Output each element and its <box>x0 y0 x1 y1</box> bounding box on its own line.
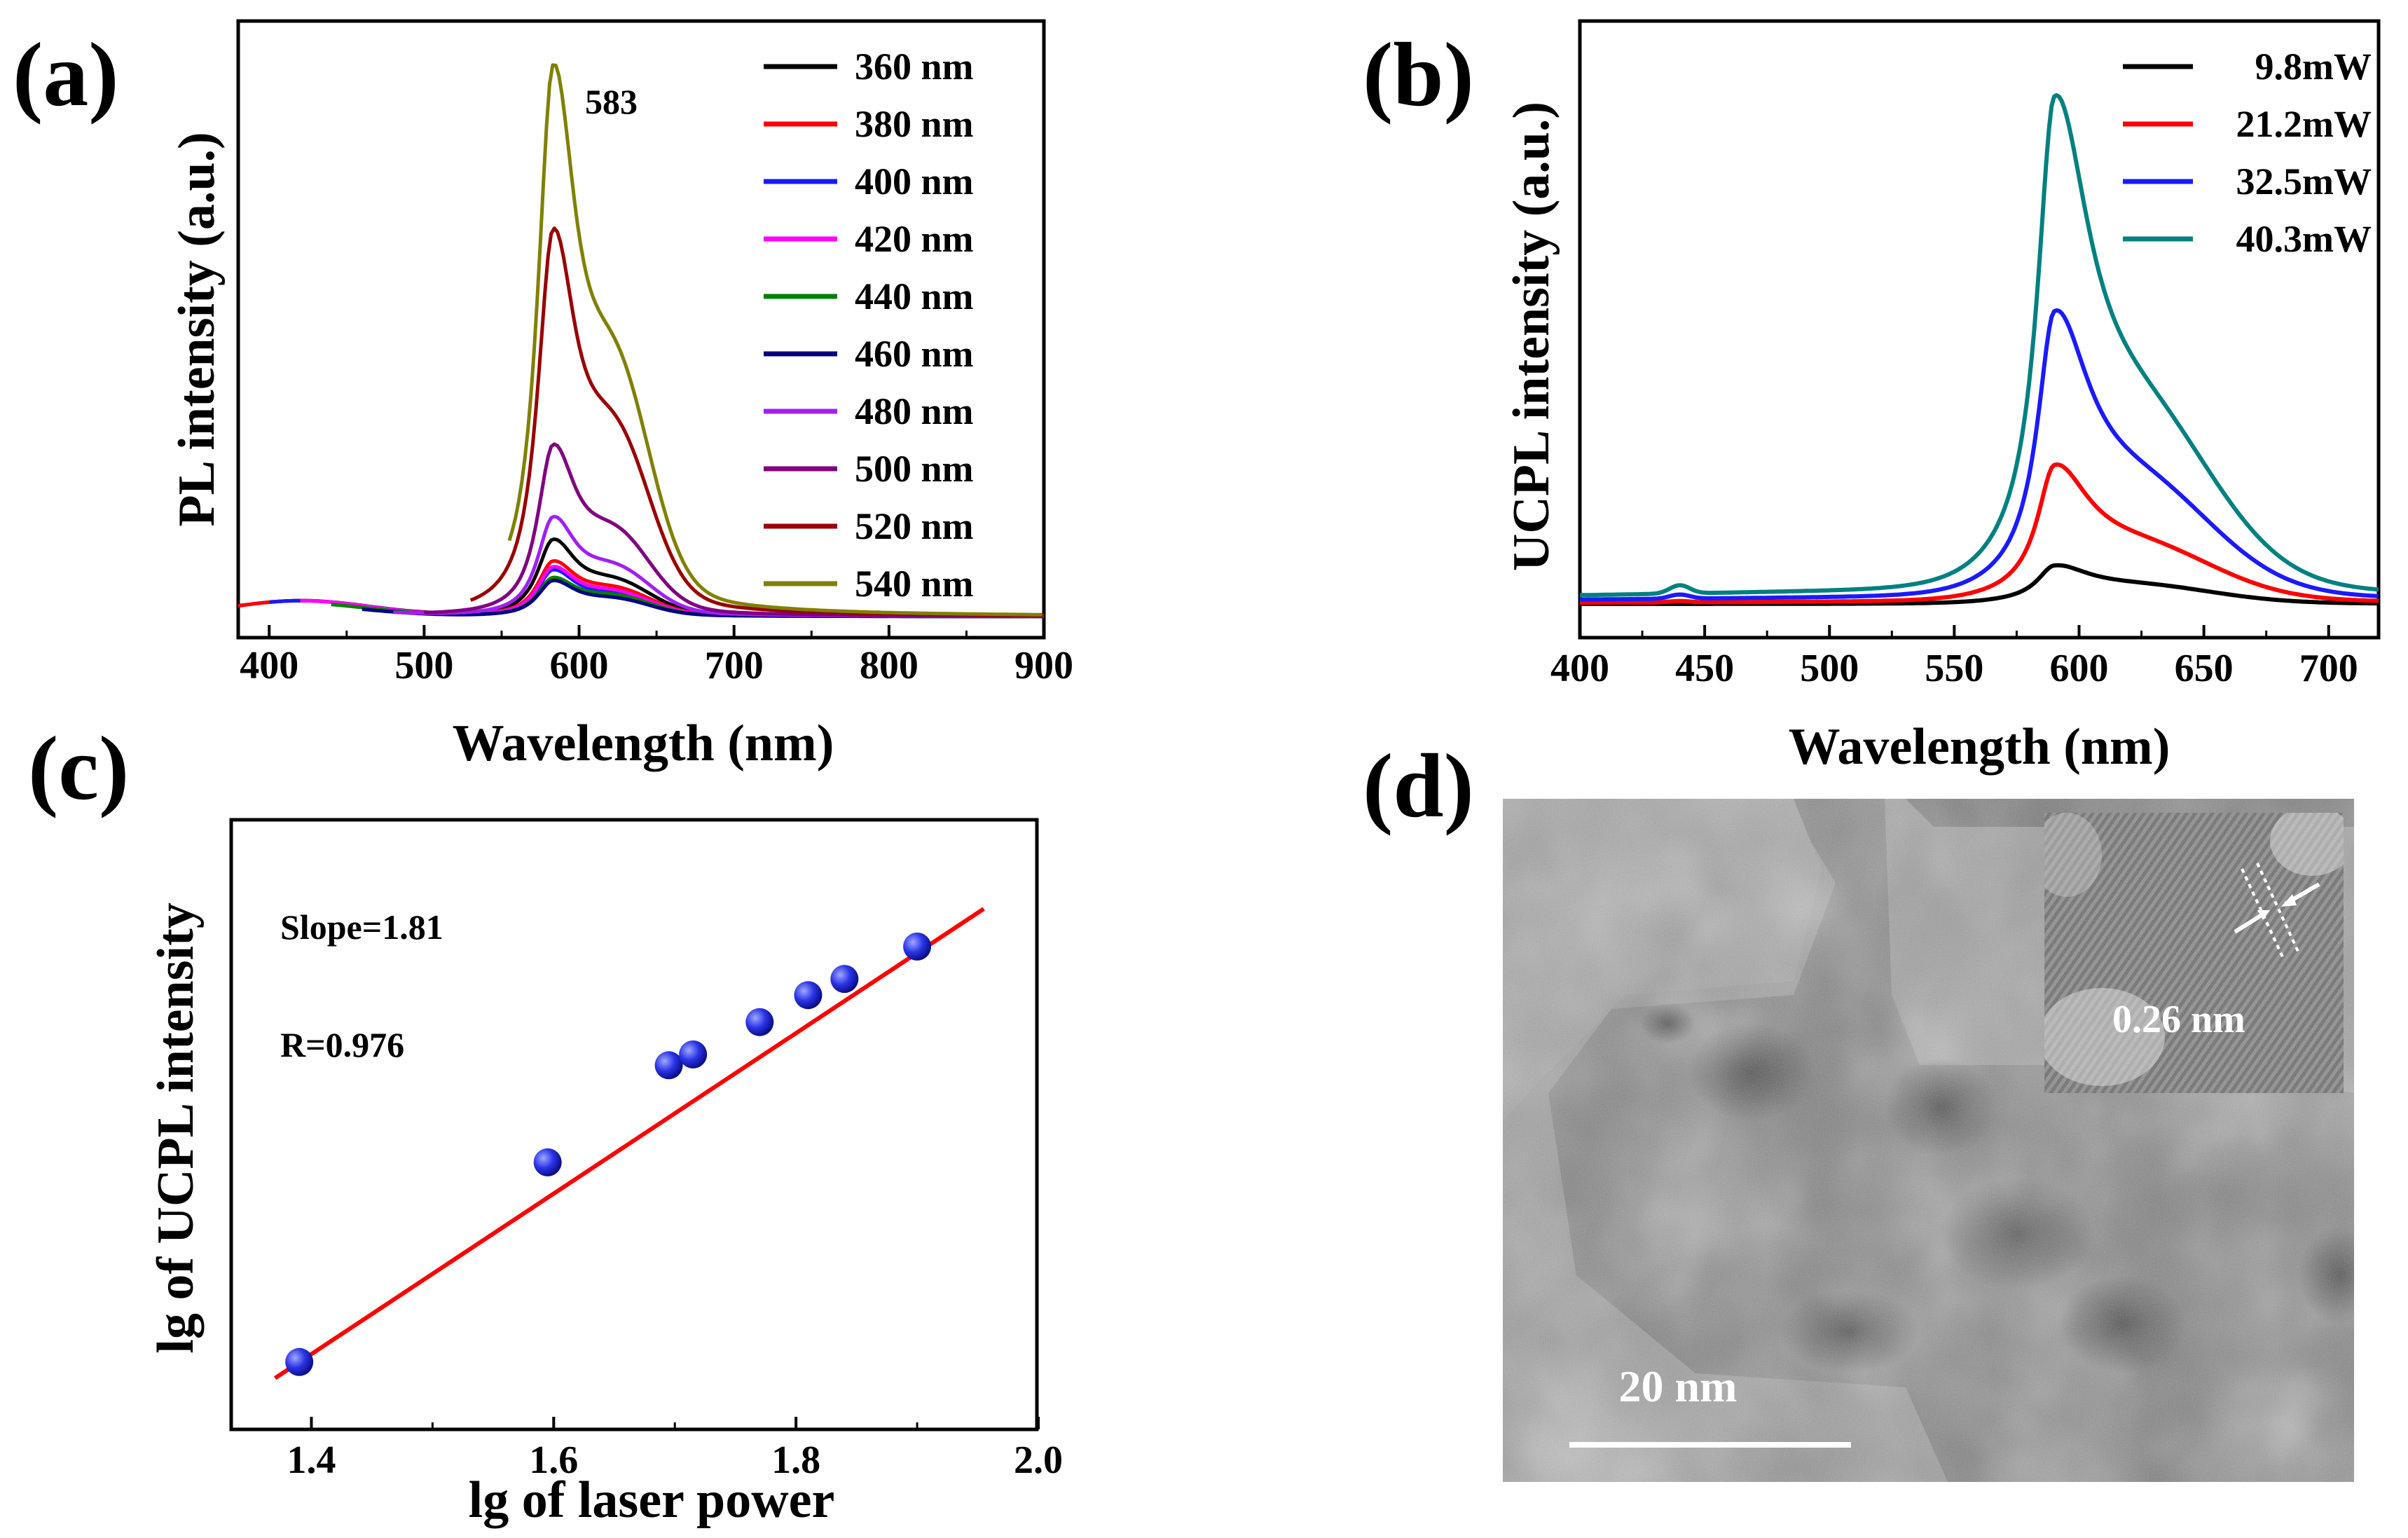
panel-a-xtick-label: 900 <box>1014 644 1073 687</box>
panel-b-xtick-label: 550 <box>1925 647 1983 690</box>
panel-d-letter: (d) <box>1363 736 1474 837</box>
panel-a-xtick-label: 800 <box>860 644 919 687</box>
panel-b-legend-label: 40.3mW <box>2236 218 2372 260</box>
panel-a-xtick-label: 700 <box>705 644 764 687</box>
panel-c-r-label: R=0.976 <box>280 1025 404 1064</box>
panel-a-legend-label: 540 nm <box>855 563 974 605</box>
panel-a-legend-label: 520 nm <box>855 505 974 547</box>
panel-a-peak-label: 583 <box>585 82 638 121</box>
panel-b-series-line <box>1580 462 2379 605</box>
panel-c-fit-line <box>273 907 985 1380</box>
panel-c-letter: (c) <box>28 718 129 819</box>
panel-c-ylabel: lg of UCPL intensity <box>147 902 205 1353</box>
panel-c-data-point <box>903 932 932 961</box>
panel-a-legend-label: 400 nm <box>855 160 974 202</box>
panel-a-legend-label: 460 nm <box>855 333 974 375</box>
panel-b-xtick-label: 400 <box>1550 647 1609 690</box>
panel-a-series-line <box>507 63 1043 617</box>
panel-c-frame <box>229 818 1039 1431</box>
panel-b-letter: (b) <box>1363 25 1474 125</box>
panel-c-data-point <box>745 1008 774 1036</box>
panel-a-legend-label: 360 nm <box>855 46 974 88</box>
panel-c-xtick-label: 1.4 <box>287 1439 336 1482</box>
panel-c-data-point <box>794 981 823 1010</box>
panel-b-xtick-label: 600 <box>2050 647 2109 690</box>
panel-c-slope-label: Slope=1.81 <box>280 907 443 947</box>
panel-b-ylabel: UCPL intensity (a.u.) <box>1503 102 1560 571</box>
panel-c-xtick-label: 1.8 <box>771 1439 820 1482</box>
panel-c-data-point <box>533 1148 562 1176</box>
panel-b: (b) 400 450 500 550 600 650 700 9.8mW 21.2mW 32.5… <box>1363 19 2381 776</box>
panel-a-xtick-label: 400 <box>240 644 298 687</box>
panel-c-xtick-label: 2.0 <box>1014 1439 1063 1482</box>
panel-b-xtick-label: 500 <box>1800 647 1859 690</box>
panel-c-plot-area: 1.4 1.6 1.8 2.0 <box>229 818 1063 1482</box>
panel-c-xtick-label: 1.6 <box>529 1439 578 1482</box>
panel-c-data-point <box>830 965 859 994</box>
panel-b-frame <box>1578 19 2381 640</box>
panel-b-xlabel: Wavelength (nm) <box>1789 718 2170 776</box>
inset-spacing-label: 0.26 nm <box>2112 998 2245 1041</box>
scale-bar-label: 20 nm <box>1619 1361 1738 1411</box>
panel-a-xtick-label: 600 <box>550 644 609 687</box>
hrtem-inset: 0.26 nm <box>2044 813 2344 1093</box>
panel-a-legend-label: 420 nm <box>855 218 974 260</box>
panel-b-xtick-label: 650 <box>2175 647 2234 690</box>
panel-b-series-line <box>1580 92 2379 598</box>
panel-a-letter: (a) <box>13 25 119 125</box>
panel-a-ylabel: PL intensity (a.u.) <box>168 132 226 526</box>
panel-b-xtick-label: 700 <box>2299 647 2358 690</box>
panel-a-xtick-label: 500 <box>394 644 453 687</box>
scale-bar <box>1569 1442 1851 1448</box>
panel-c-xlabel: lg of laser power <box>469 1471 835 1529</box>
panel-c: (c) 1.4 1.6 1.8 2.0 lg of laser power lg of… <box>28 718 1063 1529</box>
panel-b-legend-label: 9.8mW <box>2255 46 2372 88</box>
tem-micrograph: 20 nm 0.26 nm <box>1503 799 2354 1482</box>
panel-b-xtick-label: 450 <box>1675 647 1734 690</box>
panel-b-series-line <box>1580 308 2379 602</box>
panel-a-legend-label: 380 nm <box>855 103 974 145</box>
panel-a-legend-label: 480 nm <box>855 390 974 432</box>
panel-a-plot-area: 400 500 600 700 800 900 360 nm 380 nm 400 nm 420 … <box>236 19 1073 687</box>
panel-a-xlabel: Wavelength (nm) <box>453 715 834 772</box>
panel-a-legend-label: 500 nm <box>855 448 974 490</box>
panel-c-data-point <box>679 1040 708 1069</box>
panel-d: (d) 20 nm <box>1363 736 2354 1482</box>
panel-b-plot-area: 400 450 500 550 600 650 700 9.8mW 21.2mW 32.5mW 40… <box>1550 19 2381 690</box>
panel-a: (a) 400 500 600 700 800 900 360 nm 380 nm 400 nm… <box>13 19 1073 772</box>
panel-a-legend-label: 440 nm <box>855 275 974 317</box>
panel-a-frame <box>236 19 1046 640</box>
panel-b-legend-label: 21.2mW <box>2236 103 2372 145</box>
panel-c-data-point <box>654 1051 683 1080</box>
panel-b-legend-label: 32.5mW <box>2236 160 2372 202</box>
panel-c-data-point <box>285 1347 314 1376</box>
